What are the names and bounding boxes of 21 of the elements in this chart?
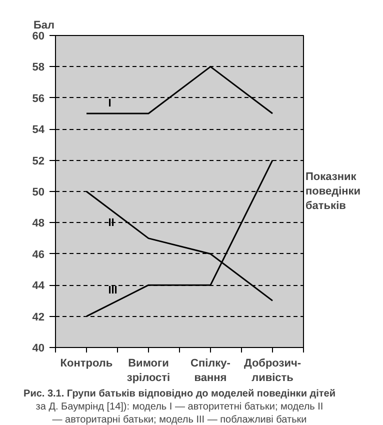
y-tick-label: 46 xyxy=(32,248,45,261)
x-tick-label: Вимоги зрілості xyxy=(126,358,170,384)
y-tick-label: 52 xyxy=(32,155,45,168)
x-tick-label: Доброзич- ливість xyxy=(244,358,302,384)
x-axis-title: Показник поведінки батьків xyxy=(306,171,361,212)
series-label: I xyxy=(108,98,112,110)
x-tick-label: Контроль xyxy=(60,358,113,370)
y-tick-label: 58 xyxy=(32,62,45,74)
text: Рис. 3.1. Групи батьків відповідно до моделей поведінки дітей xyxy=(24,388,336,400)
text: за Д. Баумрінд [14]): модель I — авторитетні батьки; модель II — авторитарні батьки; модель III — поблажливі батьки xyxy=(36,402,324,425)
y-tick-label: 44 xyxy=(32,280,46,292)
y-tick-label: 54 xyxy=(32,124,46,136)
y-axis-title: Бал xyxy=(34,20,55,32)
y-tick-label: 60 xyxy=(32,30,45,42)
y-tick-label: 42 xyxy=(32,311,45,324)
y-tick-label: 56 xyxy=(32,92,45,105)
y-tick-label: 50 xyxy=(32,186,45,198)
series-label: III xyxy=(108,284,118,297)
y-tick-label: 40 xyxy=(32,342,45,354)
y-tick-label: 48 xyxy=(32,218,45,230)
x-tick-label: Спілку- вання xyxy=(190,358,231,384)
